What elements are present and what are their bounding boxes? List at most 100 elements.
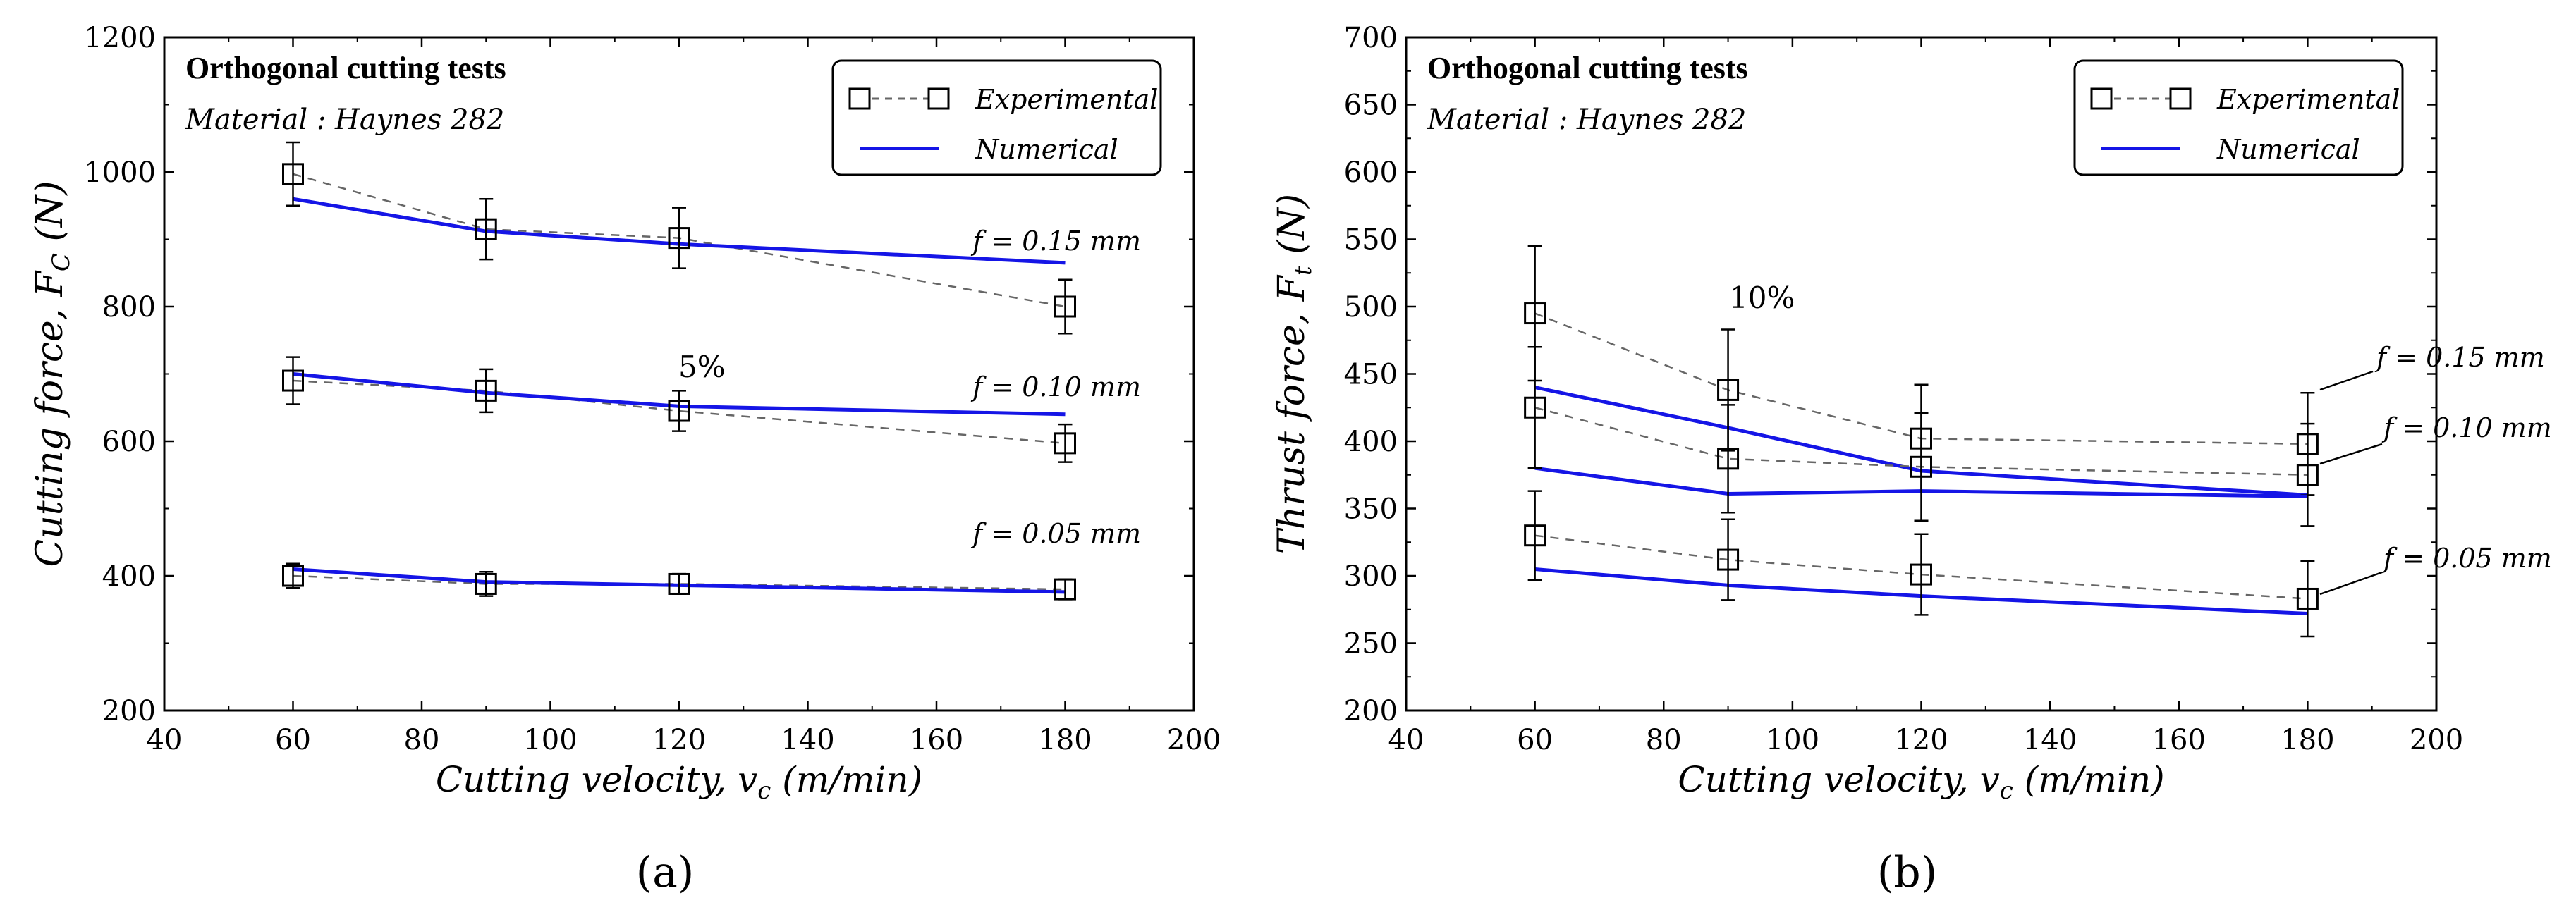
series-label: f = 0.15 mm [2374, 342, 2545, 373]
x-tick-label: 160 [2152, 724, 2206, 756]
x-tick-label: 120 [1894, 724, 1948, 756]
x-tick-label: 40 [1388, 724, 1424, 756]
x-tick-label: 200 [1167, 724, 1221, 756]
legend-experimental-label-b: Experimental [2216, 84, 2400, 115]
x-tick-label: 40 [147, 724, 183, 756]
legend-experimental-marker-a [848, 87, 871, 110]
experimental-marker [1524, 302, 1546, 325]
ticks-a: 40 60 80 100 120 140 160 180 200 200 400 600 800 1000… [84, 22, 1221, 756]
x-axis-label-b: Cutting velocity, vc (m/min) [1678, 759, 2164, 805]
x-tick-label: 100 [523, 724, 577, 756]
y-tick-label: 600 [1344, 156, 1398, 189]
experimental-marker [1910, 563, 1932, 586]
series-label-leader [2319, 443, 2383, 465]
y-tick-label: 450 [1344, 359, 1398, 391]
panel-b-title: Orthogonal cutting tests [1427, 51, 1748, 85]
experimental-marker [1054, 432, 1076, 455]
series-label: f = 0.05 mm [2381, 543, 2552, 574]
numerical-line [1534, 466, 2308, 498]
y-axis-label-b: Thrust force, Ft (N) [1271, 194, 1317, 554]
ticks-b: 40 60 80 100 120 140 160 180 200 200 250 300 350 400 4… [1344, 22, 2464, 756]
legend-box-a [831, 59, 1162, 176]
y-tick-label: 500 [1344, 291, 1398, 324]
experimental-line [293, 173, 1066, 308]
legend-experimental-marker-a [927, 87, 950, 110]
series-label: f = 0.10 mm [2381, 412, 2552, 443]
x-tick-label: 140 [2023, 724, 2077, 756]
series-label-leader [2319, 571, 2383, 596]
legend-a: Experimental Numerical [831, 59, 1162, 176]
panel-a-material: Material : Haynes 282 [185, 104, 504, 136]
panel-b: 40 60 80 100 120 140 160 180 200 200 250 300 350 400 4… [1271, 22, 2552, 897]
legend-b: Experimental Numerical [2073, 59, 2404, 176]
experimental-marker [282, 565, 304, 587]
x-tick-label: 160 [910, 724, 963, 756]
y-tick-label: 550 [1344, 224, 1398, 257]
experimental-marker [1524, 524, 1546, 547]
y-tick-label: 200 [102, 695, 156, 727]
data-a: f = 0.15 mm f = 0.10 mm f = 0.05 mm [282, 141, 1141, 601]
x-tick-label: 80 [1646, 724, 1682, 756]
experimental-marker [668, 227, 690, 250]
y-tick-label: 700 [1344, 22, 1398, 54]
y-tick-label: 250 [1344, 628, 1398, 660]
experimental-marker [1910, 455, 1932, 478]
experimental-marker [2296, 587, 2319, 610]
legend-numerical-label-b: Numerical [2216, 134, 2360, 165]
series-label: f = 0.05 mm [970, 518, 1141, 549]
x-tick-label: 140 [781, 724, 834, 756]
panel-label-a: (a) [636, 848, 695, 897]
numerical-line [293, 197, 1066, 265]
experimental-marker [475, 379, 497, 402]
legend-experimental-marker-b [2169, 87, 2192, 110]
legend-experimental-marker-b [2090, 87, 2113, 110]
experimental-marker [282, 369, 304, 392]
experimental-marker [475, 572, 497, 595]
experimental-marker [1717, 379, 1740, 401]
x-tick-label: 120 [652, 724, 706, 756]
experimental-marker [1524, 396, 1546, 419]
y-tick-label: 600 [102, 426, 156, 458]
y-tick-label: 800 [102, 291, 156, 324]
panel-label-b: (b) [1877, 848, 1937, 897]
x-tick-label: 80 [404, 724, 440, 756]
y-axis-label-a: Cutting force, FC (N) [29, 180, 75, 567]
experimental-marker [475, 218, 497, 240]
x-tick-label: 100 [1766, 724, 1819, 756]
x-axis-label-a: Cutting velocity, vc (m/min) [436, 759, 922, 805]
numerical-line [1534, 567, 2308, 615]
experimental-marker [1717, 548, 1740, 571]
experimental-line [1534, 407, 2308, 476]
experimental-marker [668, 400, 690, 422]
y-tick-label: 1000 [84, 156, 156, 189]
panel-a-title: Orthogonal cutting tests [185, 51, 506, 85]
panel-a: 40 60 80 100 120 140 160 180 200 200 400 600 800 1000… [29, 22, 1221, 897]
experimental-marker [668, 572, 690, 595]
experimental-marker [282, 163, 304, 185]
legend-numerical-label-a: Numerical [975, 134, 1118, 165]
annotation-b: 10% [1729, 281, 1795, 315]
series-label: f = 0.10 mm [970, 371, 1141, 402]
numerical-line [293, 372, 1066, 417]
legend-box-b [2073, 59, 2404, 176]
y-tick-label: 1200 [84, 22, 156, 54]
y-tick-label: 650 [1344, 90, 1398, 122]
experimental-marker [1717, 448, 1740, 470]
experimental-line [293, 574, 1066, 591]
legend-experimental-label-a: Experimental [975, 84, 1158, 115]
series-label: f = 0.15 mm [970, 226, 1141, 257]
annotation-a: 5% [678, 350, 726, 384]
experimental-marker [2296, 464, 2319, 486]
experimental-line [293, 379, 1066, 445]
data-b: f = 0.15 mm f = 0.10 mm f = 0.05 mm [1524, 245, 2552, 638]
panel-b-material: Material : Haynes 282 [1427, 104, 1746, 136]
experimental-marker [1054, 578, 1076, 601]
numerical-line [1534, 386, 2308, 497]
x-tick-label: 60 [275, 724, 311, 756]
x-tick-label: 200 [2410, 724, 2463, 756]
experimental-line [1534, 534, 2308, 600]
x-tick-label: 180 [1038, 724, 1092, 756]
y-tick-label: 400 [102, 560, 156, 593]
experimental-marker [1054, 295, 1076, 318]
